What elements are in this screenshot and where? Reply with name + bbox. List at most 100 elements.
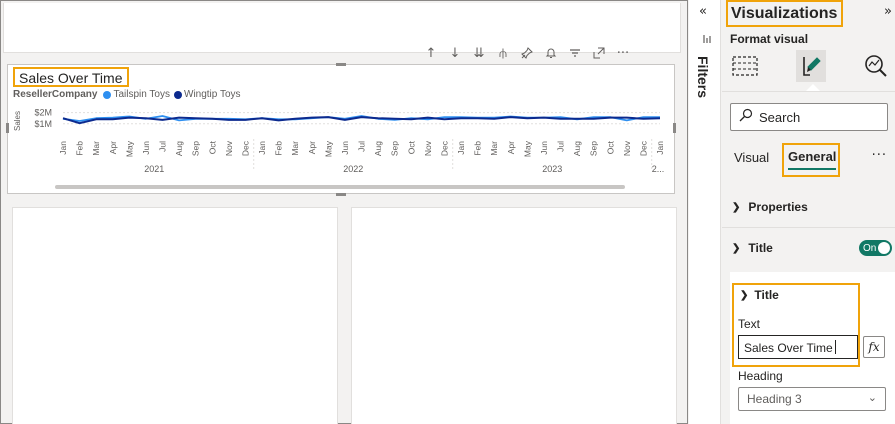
title-text-input[interactable]: Sales Over Time [738,335,858,359]
fx-conditional-format-button[interactable]: fx [863,336,885,358]
build-visual-icon[interactable] [730,50,760,82]
x-tick-label-month: Aug [373,141,383,156]
more-options-icon[interactable]: ··· [616,45,630,61]
hierarchy-icon[interactable]: ⫛ [499,45,507,61]
visual-title[interactable]: Sales Over Time [13,67,130,87]
filter-icon[interactable] [563,43,587,63]
resize-handle-right[interactable] [673,123,676,133]
legend-item-wingtip[interactable]: Wingtip Toys [172,89,241,100]
chart-area: Sales $2M $1M Jan Feb Mar Apr May Jun Jul Aug Sep Oc… [8,101,674,193]
resize-handle-bottom[interactable] [336,193,346,196]
x-tick-label-month: Nov [224,140,234,156]
chevron-down-icon: ⌄ [867,392,877,404]
pane-divider [722,91,895,92]
title-subsection-header[interactable]: ❯ Title [740,288,779,302]
toggle-knob [878,242,890,254]
line-chart-svg: Sales $2M$1M Jan Feb Mar Apr May Jun Jul Aug Sep Oc… [13,108,665,189]
x-tick-label-month: Sep [589,141,599,156]
x-tick-label-month: Oct [207,140,217,154]
x-tick-label-month: Jul [357,141,367,152]
x-tick-label-month: Jun [539,141,549,155]
x-tick-label-month: Jun [340,141,350,155]
legend-title: ResellerCompany [13,89,98,100]
x-tick-label-month: Mar [489,141,499,156]
properties-section[interactable]: ❯ Properties [722,187,895,227]
x-tick-label-month: Jun [141,141,151,155]
chart-scrollbar [55,185,625,189]
pin-icon[interactable] [515,43,539,63]
x-tick-label-month: Mar [91,141,101,156]
chevron-right-icon: ❯ [732,201,741,213]
toggle-label: On [863,242,877,254]
x-tick-label-month: Oct [605,140,615,154]
section-divider [722,227,895,228]
search-input[interactable]: Search [730,103,888,131]
pane-subtitle: Format visual [730,32,809,46]
y-axis-label: Sales [13,111,22,131]
more-options-icon[interactable]: ··· [871,148,887,163]
heading-dropdown[interactable]: Heading 3 ⌄ [738,387,886,411]
filters-pane-label[interactable]: Filters [695,56,711,99]
format-visual-icon[interactable] [796,50,826,82]
properties-label: Properties [748,200,808,214]
x-tick-label-month: Dec [638,140,648,156]
x-tick-label-month: Feb [75,141,85,156]
tab-general[interactable]: General [782,143,840,177]
x-tick-label-month: Dec [439,140,449,156]
search-icon [739,108,753,126]
focus-mode-icon[interactable] [587,43,611,63]
x-tick-label-year: 2021 [144,164,164,174]
legend-label: Tailspin Toys [113,89,170,100]
series-line-tailspin [62,115,660,122]
tab-visual[interactable]: Visual [734,150,770,165]
y-tick-label: $2M [34,108,52,118]
pane-icon-row [730,50,895,86]
x-tick-label-month: Jan [257,141,267,155]
x-tick-label-month: May [124,140,134,157]
x-tick-label-month: Apr [108,141,118,154]
heading-dropdown-value: Heading 3 [747,392,802,406]
visualizations-pane: Visualizations » Format visual Search Vi… [722,0,895,424]
selected-tab-caret [806,84,820,91]
pane-title: Visualizations [726,0,844,27]
analytics-icon[interactable] [860,50,890,82]
chevron-down-icon: ❯ [732,242,741,254]
text-field-label: Text [738,317,761,331]
canvas-tile-bottom-right[interactable] [351,207,677,424]
legend-item-tailspin[interactable]: Tailspin Toys [101,89,170,100]
x-tick-label-year: 2023 [542,164,562,174]
legend-label: Wingtip Toys [184,89,241,100]
canvas-tile-top[interactable] [3,3,681,53]
format-tabs: Visual General ··· [734,143,889,177]
x-tick-label-month: Nov [423,140,433,156]
chevron-down-icon: ❯ [740,289,749,301]
collapse-pane-icon[interactable]: « [699,4,707,19]
title-subsection-label: Title [754,288,779,302]
arrow-up-icon[interactable]: ↑ [425,45,437,61]
title-section[interactable]: ❯ Title [722,228,895,268]
x-tick-label-month: Jan [655,141,665,155]
report-canvas: ↑ ↓ ⇊ ⫛ ··· Sales Over Time ResellerComp… [0,0,688,424]
visual-header-toolbar: ↑ ↓ ⇊ ⫛ ··· [419,43,675,63]
resize-handle-top[interactable] [336,63,346,66]
filter-pane-icon[interactable] [703,34,711,47]
series-line-wingtip [62,116,661,125]
search-placeholder: Search [759,109,801,125]
bell-icon[interactable] [539,43,563,63]
canvas-tile-bottom-left[interactable] [12,207,338,424]
x-tick-label-month: Oct [406,140,416,154]
title-section-label: Title [748,241,773,255]
arrow-down-icon[interactable]: ↓ [449,45,461,61]
legend-dot-icon [174,90,182,99]
active-tab-underline [788,168,836,170]
resize-handle-left[interactable] [6,123,9,133]
legend-dot-icon [103,90,112,99]
line-chart-visual[interactable]: Sales Over Time ResellerCompany Tailspin… [7,64,675,194]
x-tick-label-year: 2... [652,164,665,174]
double-arrow-down-icon[interactable]: ⇊ [473,45,485,61]
title-toggle[interactable]: On [859,240,892,256]
x-tick-label-month: Mar [290,141,300,156]
expand-pane-icon[interactable]: » [884,4,892,19]
y-tick-label: $1M [34,119,52,129]
heading-field-label: Heading [738,369,783,383]
